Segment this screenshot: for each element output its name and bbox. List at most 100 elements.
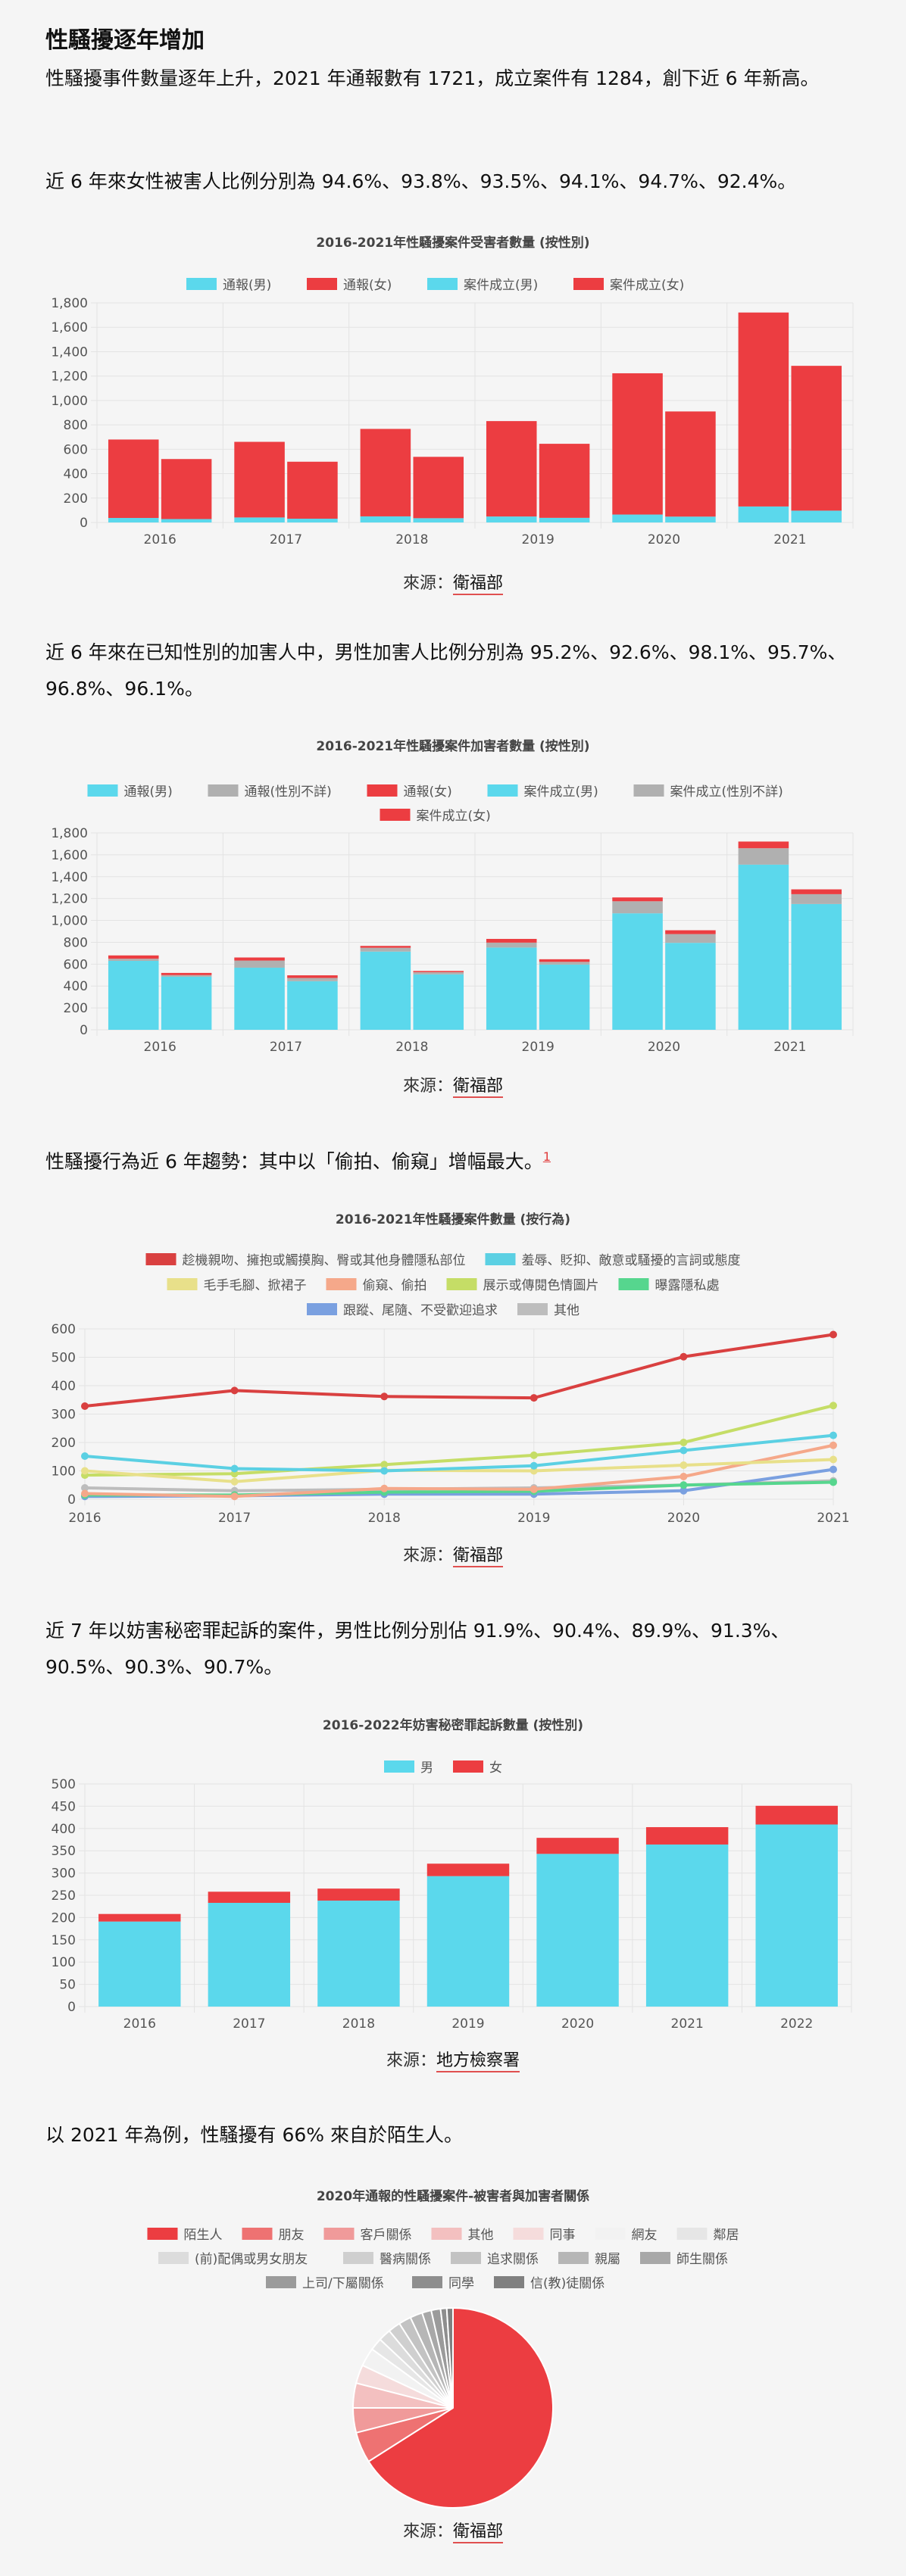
- legend-swatch: [517, 1303, 548, 1315]
- bar: [539, 964, 590, 1030]
- bar: [612, 514, 663, 522]
- source-link[interactable]: 地方檢察署: [436, 2051, 520, 2072]
- legend-swatch: [87, 784, 118, 797]
- bar: [791, 893, 842, 904]
- intro-paragraph: 性騷擾事件數量逐年上升，2021 年通報數有 1721，成立案件有 1284，創…: [45, 67, 820, 89]
- legend-swatch: [494, 2276, 524, 2288]
- x-tick-label: 2018: [395, 532, 428, 547]
- pie-slice: [445, 2306, 454, 2409]
- bar: [536, 1854, 619, 2007]
- legend-swatch: [326, 1278, 357, 1290]
- legend-label: 通報(女): [404, 784, 452, 800]
- legend-swatch: [427, 278, 458, 290]
- y-tick-label: 450: [52, 1799, 76, 1814]
- data-point: [530, 1394, 538, 1402]
- x-tick-label: 2020: [561, 2016, 594, 2032]
- bar: [413, 457, 464, 519]
- x-tick-label: 2017: [270, 532, 302, 547]
- bar: [755, 1805, 838, 1825]
- series-line: [84, 1333, 834, 1408]
- x-tick-label: 2018: [395, 1040, 428, 1055]
- y-tick-label: 200: [64, 491, 88, 507]
- x-tick-label: 2018: [368, 1511, 401, 1526]
- legend-label: 鄰居: [714, 2228, 739, 2243]
- y-tick-label: 100: [52, 1464, 76, 1480]
- y-tick-label: 0: [67, 1492, 76, 1508]
- bar: [426, 1876, 510, 2007]
- bar: [486, 421, 537, 517]
- legend-label: 追求關係: [487, 2252, 539, 2267]
- legend-label: 朋友: [279, 2228, 305, 2243]
- data-point: [230, 1386, 239, 1395]
- chart-title: 2016-2022年妨害秘密罪起訴數量 (按性別): [323, 1717, 583, 1733]
- y-tick-label: 800: [64, 418, 88, 433]
- y-tick-label: 600: [64, 442, 88, 457]
- source-line: 來源：衛福部: [0, 1072, 906, 1098]
- bar: [539, 959, 590, 962]
- source-link[interactable]: 衛福部: [453, 1077, 504, 1098]
- legend-label: 網友: [632, 2228, 658, 2243]
- bar: [738, 312, 789, 507]
- source-link[interactable]: 衛福部: [453, 2522, 504, 2543]
- legend-label: 客戶關係: [361, 2228, 412, 2243]
- legend-label: 通報(男): [223, 278, 271, 293]
- bar: [161, 975, 212, 977]
- y-tick-label: 400: [64, 467, 88, 482]
- data-point: [680, 1439, 688, 1446]
- bar: [234, 967, 285, 1030]
- x-tick-label: 2020: [648, 532, 680, 547]
- legend-swatch: [513, 2228, 544, 2240]
- chart-title: 2016-2021年性騷擾案件受害者數量 (按性別): [316, 235, 589, 251]
- y-tick-label: 350: [52, 1844, 76, 1859]
- x-tick-label: 2016: [144, 532, 177, 547]
- legend-swatch: [167, 1278, 198, 1290]
- legend-label: 信(教)徒關係: [530, 2276, 605, 2291]
- bar: [612, 913, 663, 1030]
- y-tick-label: 0: [80, 1023, 88, 1038]
- bar: [738, 848, 789, 865]
- y-tick-label: 200: [52, 1436, 76, 1451]
- chart-title: 2016-2021年性騷擾案件加害者數量 (按性別): [316, 738, 589, 754]
- data-point: [230, 1477, 239, 1486]
- footnote-link[interactable]: 1: [542, 1149, 551, 1164]
- x-tick-label: 2022: [780, 2016, 813, 2032]
- legend-label: 陌生人: [184, 2228, 223, 2243]
- bar: [486, 947, 537, 1030]
- data-point: [680, 1446, 688, 1455]
- perpetrators-by-gender-chart: 2016-2021年性騷擾案件加害者數量 (按性別) 通報(男) 通報(性別不詳) 通…: [51, 738, 854, 1055]
- bar: [645, 1827, 729, 1845]
- data-point: [380, 1467, 389, 1475]
- y-tick-label: 600: [64, 957, 88, 972]
- data-point: [81, 1484, 89, 1492]
- legend-label: 其他: [468, 2228, 494, 2243]
- source-label: 來源：: [402, 1546, 453, 1565]
- y-tick-label: 1,600: [51, 320, 88, 335]
- x-tick-label: 2017: [270, 1040, 302, 1055]
- bar: [486, 938, 537, 943]
- source-link[interactable]: 衛福部: [453, 574, 504, 595]
- y-tick-label: 1,400: [51, 345, 88, 360]
- bar: [287, 519, 338, 522]
- bar: [612, 901, 663, 914]
- legend-swatch: [633, 784, 664, 797]
- bar: [108, 961, 159, 1030]
- data-point: [829, 1465, 837, 1474]
- bar: [360, 946, 411, 948]
- legend-label: 通報(男): [124, 784, 173, 800]
- legend-label: 同學: [448, 2276, 474, 2291]
- legend-swatch: [158, 2252, 189, 2264]
- x-tick-label: 2019: [451, 2016, 484, 2032]
- legend-label: 通報(女): [343, 278, 392, 293]
- source-link[interactable]: 衛福部: [453, 1546, 504, 1567]
- data-point: [680, 1352, 688, 1361]
- y-tick-label: 150: [52, 1933, 76, 1948]
- bar: [108, 439, 159, 519]
- legend-label: 通報(性別不詳): [245, 784, 332, 800]
- bar: [208, 1891, 291, 1903]
- legend-label: 案件成立(男): [464, 278, 538, 293]
- legend-swatch: [485, 1253, 516, 1265]
- legend-label: 同事: [550, 2228, 576, 2243]
- y-tick-label: 0: [67, 2000, 76, 2015]
- series-line: [84, 1404, 834, 1477]
